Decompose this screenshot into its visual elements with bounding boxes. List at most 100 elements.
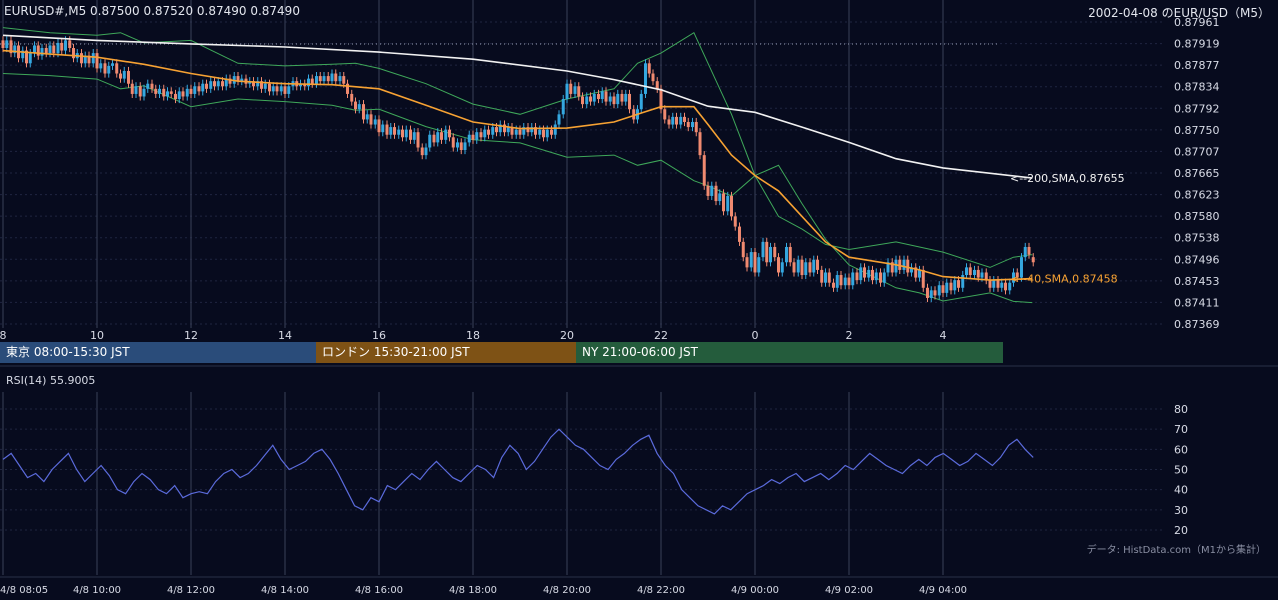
candle-body	[702, 155, 706, 186]
candlestick-series	[1, 36, 1035, 303]
candle-body	[9, 40, 13, 54]
candle-body	[773, 246, 777, 258]
candle-body	[808, 262, 812, 273]
rsi-time-label: 4/8 12:00	[167, 585, 215, 596]
candle-body	[698, 132, 702, 156]
candle-body	[968, 267, 972, 276]
candle-body	[824, 272, 827, 283]
candle-body	[933, 290, 937, 296]
price-tick-label: 0.87707	[1174, 145, 1220, 158]
candle-body	[111, 63, 115, 66]
candle-body	[150, 83, 154, 89]
candle-body	[1008, 282, 1012, 291]
candle-body	[68, 40, 72, 49]
data-credit: データ: HistData.com（M1から集計）	[1086, 545, 1266, 556]
candle-body	[690, 121, 694, 128]
candle-body	[937, 285, 941, 296]
candle-body	[706, 185, 710, 196]
candle-body	[972, 269, 976, 276]
candle-body	[726, 195, 730, 212]
time-tick-label: 14	[278, 329, 292, 342]
candle-body	[401, 129, 404, 138]
sma40-label: <--40,SMA,0.87458	[1010, 273, 1118, 286]
candle-body	[777, 257, 780, 273]
candle-body	[953, 280, 957, 291]
candle-body	[338, 76, 342, 82]
candle-body	[185, 88, 189, 97]
candle-body	[448, 129, 451, 138]
candle-body	[757, 257, 761, 273]
rsi-time-label: 4/8 20:00	[543, 585, 591, 596]
rsi-time-label: 4/8 22:00	[637, 585, 685, 596]
candle-body	[197, 86, 201, 92]
candle-body	[737, 226, 741, 242]
candle-body	[479, 132, 483, 138]
candle-body	[40, 48, 44, 56]
candle-body	[189, 88, 193, 94]
candle-body	[119, 73, 122, 79]
candle-body	[502, 124, 506, 133]
candle-body	[906, 259, 910, 273]
candle-body	[397, 129, 401, 135]
candle-body	[283, 86, 287, 94]
session-newyork: NY 21:00-06:00 JST	[576, 342, 1003, 363]
candle-body	[553, 124, 557, 135]
bollinger-upper	[2, 27, 1033, 268]
rsi-tick-label: 30	[1174, 504, 1188, 517]
time-tick-label: 10	[90, 329, 104, 342]
candle-body	[260, 81, 263, 89]
price-tick-label: 0.87623	[1174, 189, 1220, 202]
candle-body	[765, 241, 769, 263]
candle-body	[671, 116, 675, 125]
candle-body	[134, 86, 138, 94]
candle-body	[914, 267, 918, 278]
candle-body	[393, 127, 397, 135]
candle-body	[745, 257, 749, 268]
moving-averages	[2, 34, 1033, 281]
time-tick-label: 2	[846, 329, 853, 342]
price-tick-label: 0.87411	[1174, 296, 1220, 309]
candle-body	[1027, 246, 1031, 255]
candle-body	[346, 83, 350, 94]
rsi-tick-label: 70	[1174, 423, 1188, 436]
candle-body	[992, 280, 996, 288]
candle-body	[549, 129, 553, 135]
candle-body	[1019, 257, 1023, 278]
candle-body	[651, 73, 655, 82]
candle-body	[910, 267, 914, 273]
candle-body	[812, 259, 816, 273]
candle-body	[561, 99, 565, 115]
price-tick-label: 0.87580	[1174, 210, 1220, 223]
candle-body	[816, 259, 820, 270]
candle-body	[886, 262, 890, 273]
candle-body	[369, 114, 373, 125]
candle-body	[13, 45, 17, 54]
candle-body	[28, 53, 32, 64]
candle-body	[263, 83, 267, 89]
candle-body	[722, 193, 726, 212]
candle-body	[510, 127, 514, 135]
price-tick-label: 0.87750	[1174, 124, 1220, 137]
candle-body	[847, 277, 851, 286]
candle-body	[271, 86, 275, 92]
candle-body	[526, 127, 530, 133]
price-tick-label: 0.87496	[1174, 253, 1220, 266]
candle-body	[209, 81, 213, 89]
candle-body	[616, 93, 620, 105]
candle-body	[600, 91, 604, 100]
rsi-time-label: 4/9 02:00	[825, 585, 873, 596]
candle-body	[980, 272, 984, 278]
candle-body	[530, 127, 534, 133]
candle-body	[949, 282, 953, 291]
candle-body	[357, 104, 361, 110]
candle-body	[303, 83, 307, 87]
rsi-time-label: 4/8 10:00	[73, 585, 121, 596]
candle-body	[796, 259, 800, 273]
rsi-tick-label: 80	[1174, 403, 1188, 416]
candle-body	[451, 137, 455, 148]
candle-body	[475, 132, 479, 140]
candle-body	[659, 88, 663, 110]
candle-body	[440, 132, 444, 140]
candle-body	[138, 86, 142, 97]
candle-body	[663, 109, 667, 120]
